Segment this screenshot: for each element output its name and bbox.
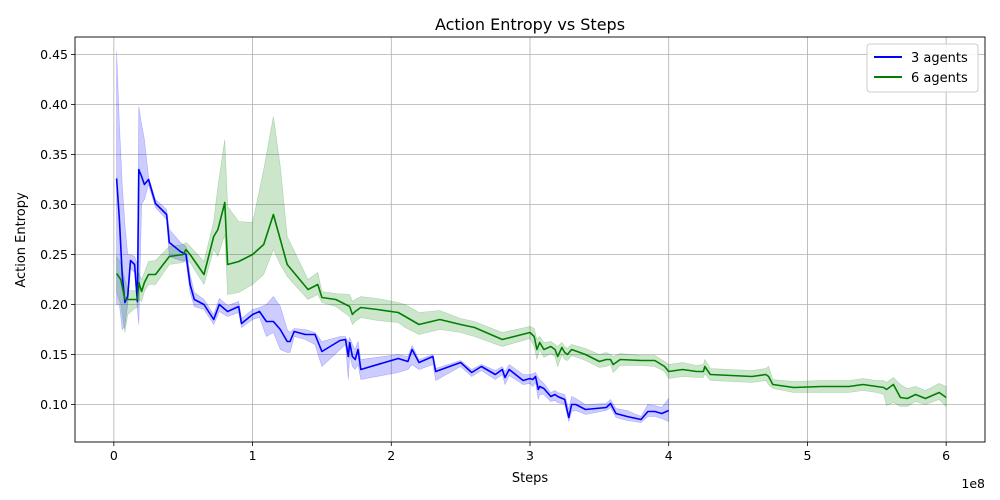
y-tick-label: 0.35: [40, 147, 68, 162]
plot-area: [74, 36, 986, 443]
series-lines: [115, 168, 947, 421]
y-tick-label: 0.20: [40, 297, 68, 312]
x-tick-label: 5: [803, 448, 811, 463]
x-tick-label: 6: [942, 448, 950, 463]
x-tick-label: 2: [387, 448, 395, 463]
y-axis: 0.10 0.15 0.20 0.25 0.30 0.35 0.40 0.45: [40, 47, 75, 412]
y-tick-label: 0.45: [40, 47, 68, 62]
y-tick-label: 0.30: [40, 197, 68, 212]
legend: 3 agents 6 agents: [866, 43, 979, 93]
line-6-agents: [115, 201, 947, 400]
legend-label-3-agents: 3 agents: [911, 51, 968, 66]
x-axis-title: Steps: [512, 471, 549, 486]
chart-title: Action Entropy vs Steps: [435, 15, 625, 34]
band-3-agents: [116, 51, 670, 423]
y-tick-label: 0.25: [40, 247, 68, 262]
x-tick-label: 1: [249, 448, 257, 463]
y-tick-label: 0.10: [40, 397, 68, 412]
band-6-agents: [116, 116, 947, 408]
y-tick-label: 0.15: [40, 347, 68, 362]
y-axis-title: Action Entropy: [14, 192, 29, 288]
line-3-agents: [115, 168, 670, 421]
x-offset-label: 1e8: [961, 476, 985, 491]
x-tick-label: 0: [110, 448, 118, 463]
x-axis: 0 1 2 3 4 5 6: [110, 442, 950, 463]
confidence-bands: [116, 51, 947, 423]
y-tick-label: 0.40: [40, 97, 68, 112]
x-tick-label: 4: [665, 448, 673, 463]
x-tick-label: 3: [526, 448, 534, 463]
legend-label-6-agents: 6 agents: [911, 71, 968, 86]
